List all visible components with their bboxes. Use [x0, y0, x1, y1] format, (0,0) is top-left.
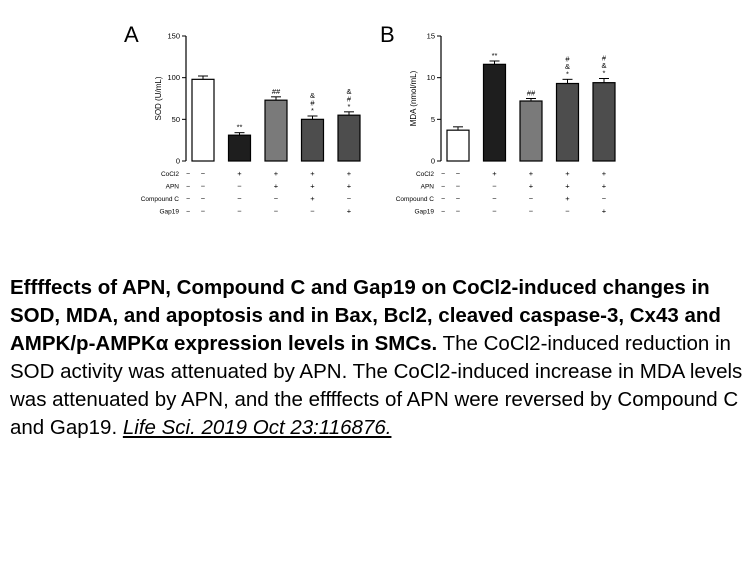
treatment-sign: +	[310, 194, 315, 203]
panel-label: B	[380, 22, 395, 47]
treatment-sign: −	[310, 207, 315, 216]
treatment-sign: −	[492, 194, 497, 203]
y-tick-label: 0	[431, 157, 435, 166]
significance-mark: ##	[527, 89, 536, 98]
treatment-sign: +	[602, 169, 607, 178]
y-tick-label: 10	[427, 73, 435, 82]
significance-mark: *	[311, 106, 314, 115]
treatment-sign: −	[201, 182, 206, 191]
bar	[337, 114, 361, 162]
significance-mark: #	[310, 99, 315, 108]
treatment-sign: −	[274, 207, 279, 216]
treatment-sign: +	[347, 169, 352, 178]
treatment-sign: −	[529, 194, 534, 203]
y-tick-label: 100	[167, 73, 180, 82]
bar	[227, 134, 252, 162]
figure-caption: Effffects of APN, Compound C and Gap19 o…	[10, 274, 750, 442]
treatment-sign: −	[237, 207, 242, 216]
significance-mark: &	[346, 87, 351, 96]
treatment-sign: +	[274, 169, 279, 178]
treatment-sign: +	[565, 194, 570, 203]
treatment-row-label: APN	[421, 184, 435, 191]
y-tick-label: 50	[172, 115, 180, 124]
caption-title: Effffects of APN, Compound C and Gap19 o…	[10, 276, 721, 355]
treatment-sign: −	[602, 194, 607, 203]
significance-mark: #	[602, 54, 607, 63]
treatment-sign: −	[237, 194, 242, 203]
treatment-sign: −	[492, 182, 497, 191]
treatment-sign: −	[565, 207, 570, 216]
bar	[592, 82, 616, 162]
treatment-sign: −	[186, 171, 190, 178]
significance-mark: **	[492, 51, 498, 60]
treatment-sign: +	[602, 207, 607, 216]
treatment-sign: −	[201, 169, 206, 178]
bar	[519, 100, 543, 162]
y-tick-label: 15	[427, 32, 435, 41]
treatment-sign: −	[441, 171, 445, 178]
treatment-sign: +	[274, 182, 279, 191]
treatment-sign: −	[201, 207, 206, 216]
treatment-sign: −	[492, 207, 497, 216]
treatment-sign: −	[237, 182, 242, 191]
treatment-sign: +	[347, 182, 352, 191]
significance-mark: *	[348, 102, 351, 111]
treatment-sign: +	[347, 207, 352, 216]
treatment-row-label: Gap19	[414, 209, 434, 216]
significance-mark: #	[347, 94, 352, 103]
bar	[446, 129, 470, 162]
treatment-row-label: Gap19	[159, 209, 179, 216]
significance-mark: *	[603, 69, 606, 78]
bar	[264, 99, 288, 162]
treatment-sign: +	[565, 169, 570, 178]
treatment-row-label: Compound C	[141, 196, 180, 203]
treatment-sign: +	[310, 182, 315, 191]
treatment-sign: −	[441, 184, 445, 191]
bar	[191, 78, 215, 162]
significance-mark: #	[565, 54, 570, 63]
y-tick-label: 5	[431, 115, 435, 124]
treatment-sign: −	[456, 182, 461, 191]
treatment-sign: +	[237, 169, 242, 178]
bar	[555, 82, 580, 162]
significance-mark: ##	[272, 87, 281, 96]
y-axis-label: SOD (U/mL)	[154, 76, 163, 120]
treatment-sign: −	[456, 207, 461, 216]
bar	[300, 118, 325, 162]
treatment-sign: +	[529, 169, 534, 178]
panel-label: A	[124, 22, 139, 47]
treatment-sign: −	[186, 184, 190, 191]
treatment-row-label: CoCl2	[416, 171, 434, 178]
caption-body: The CoCl2-induced reduction in SOD activ…	[10, 332, 743, 439]
treatment-sign: +	[492, 169, 497, 178]
bar	[482, 63, 507, 162]
treatment-sign: −	[186, 196, 190, 203]
treatment-row-label: CoCl2	[161, 171, 179, 178]
treatment-sign: −	[347, 194, 352, 203]
treatment-row-label: APN	[166, 184, 180, 191]
significance-mark: **	[237, 123, 243, 132]
treatment-sign: +	[310, 169, 315, 178]
treatment-sign: +	[565, 182, 570, 191]
caption-citation: Life Sci. 2019 Oct 23:116876.	[122, 416, 392, 439]
treatment-sign: −	[456, 194, 461, 203]
treatment-sign: −	[441, 209, 445, 216]
y-axis-label: MDA (nmol/mL)	[409, 70, 418, 126]
significance-mark: &	[310, 91, 315, 100]
treatment-sign: −	[201, 194, 206, 203]
treatment-sign: −	[529, 207, 534, 216]
treatment-sign: −	[186, 209, 190, 216]
significance-mark: *	[566, 69, 569, 78]
treatment-sign: −	[274, 194, 279, 203]
y-tick-label: 0	[176, 157, 180, 166]
treatment-sign: −	[456, 169, 461, 178]
significance-mark: &	[601, 61, 606, 70]
treatment-sign: +	[529, 182, 534, 191]
significance-mark: &	[565, 62, 570, 71]
treatment-row-label: Compound C	[396, 196, 435, 203]
treatment-sign: +	[602, 182, 607, 191]
treatment-sign: −	[441, 196, 445, 203]
y-tick-label: 150	[167, 32, 180, 41]
